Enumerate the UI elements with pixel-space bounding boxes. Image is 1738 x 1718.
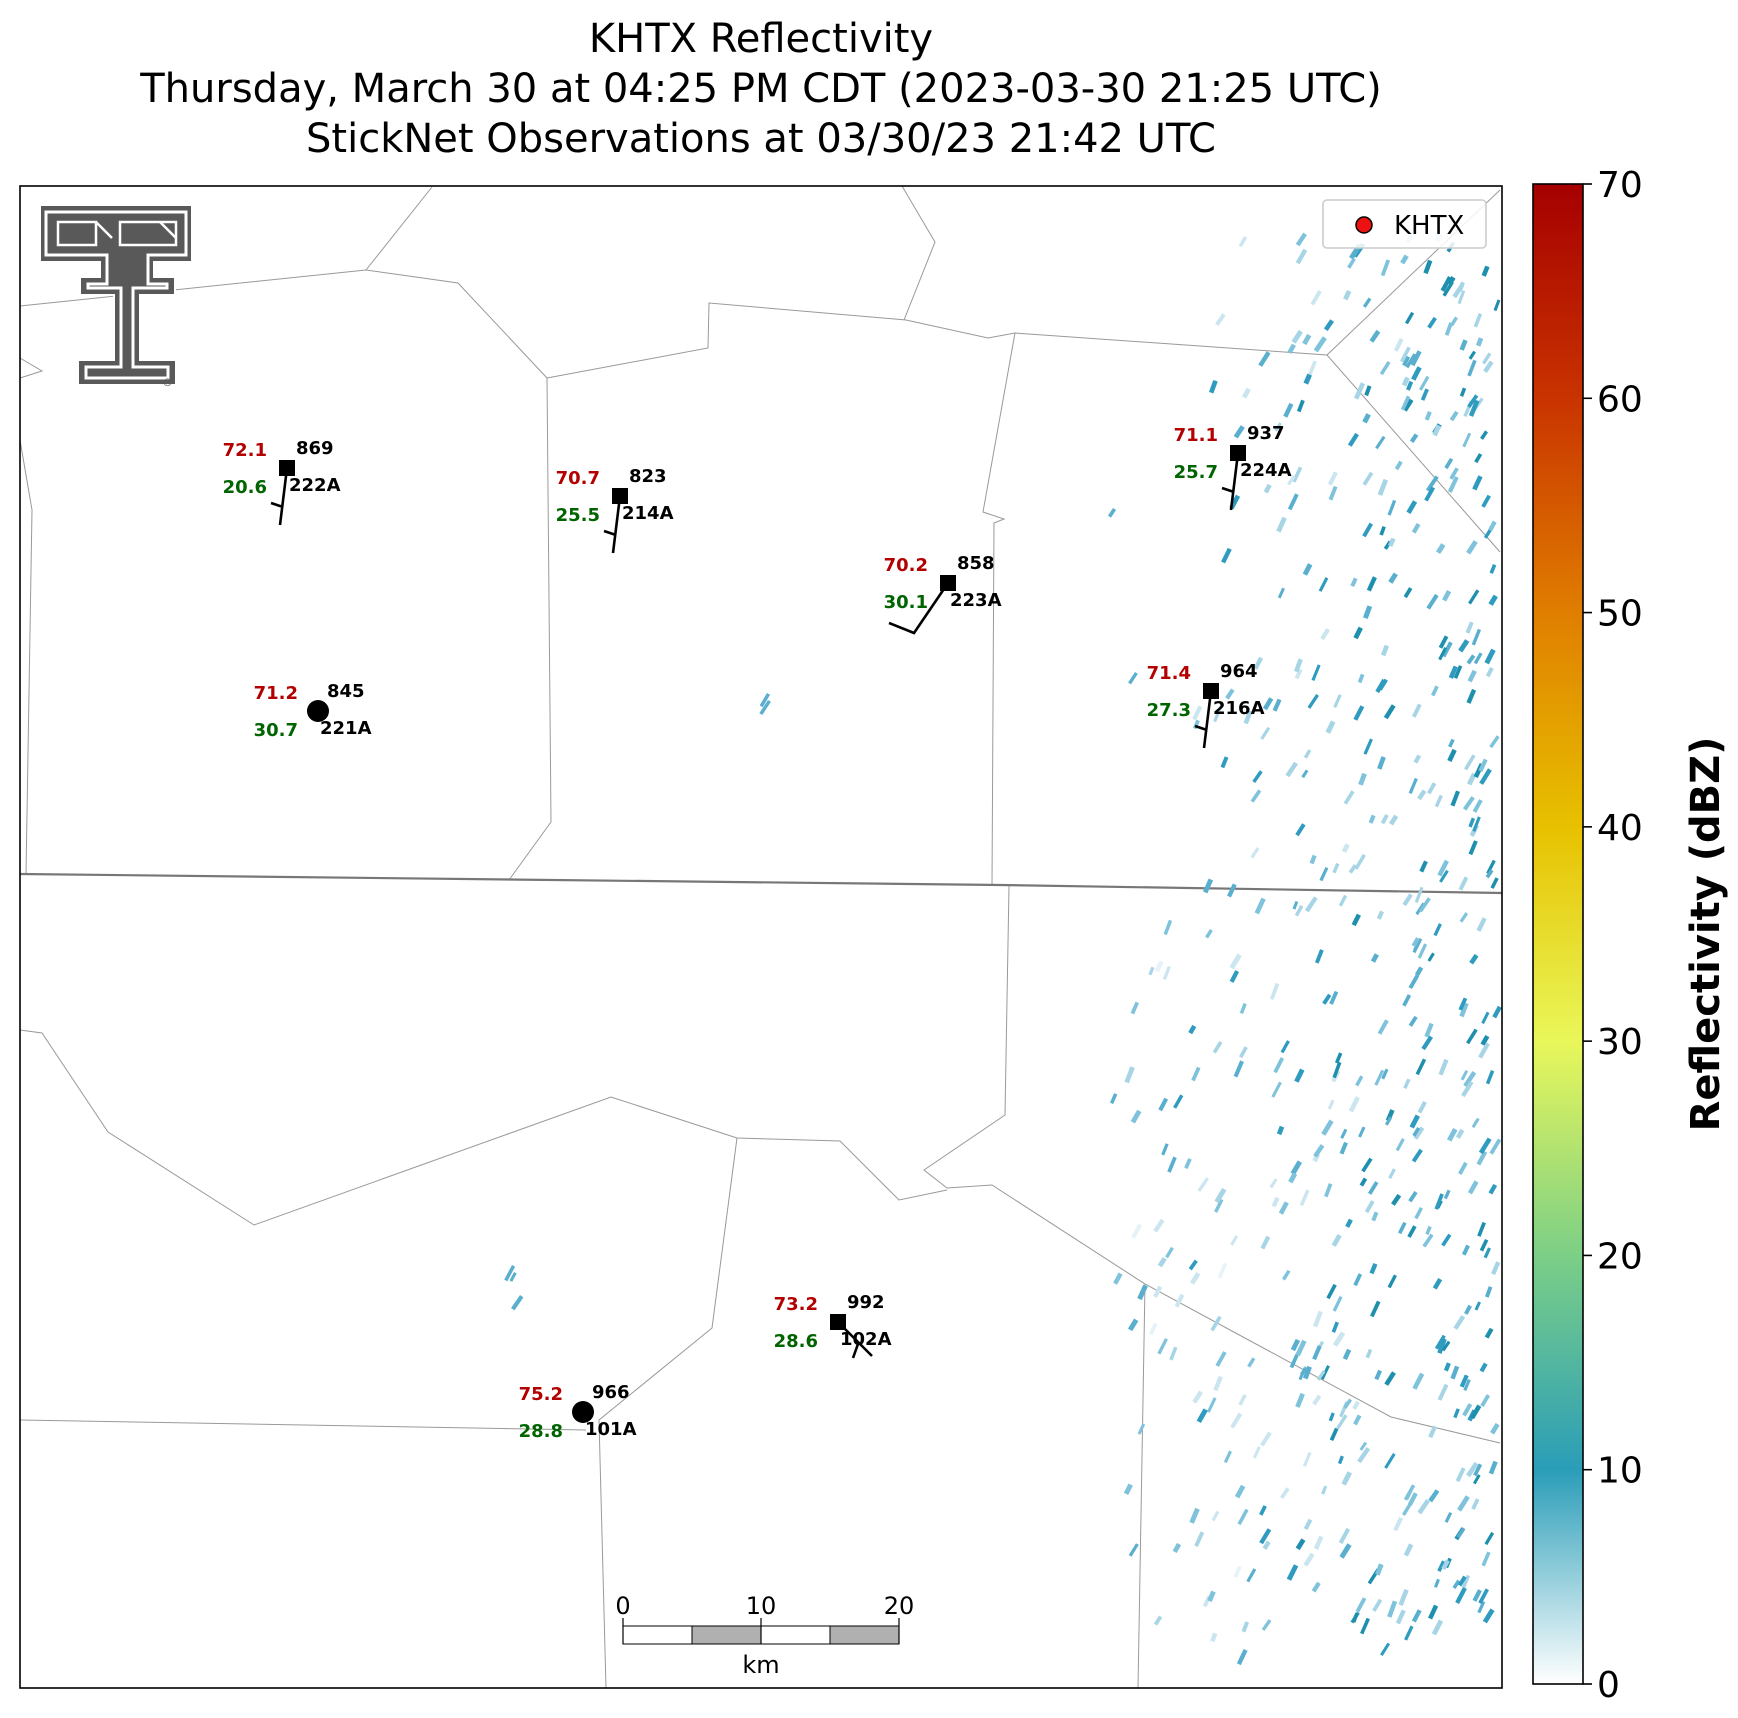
- station-temperature: 70.7: [556, 468, 600, 489]
- station-dewpoint: 20.6: [223, 477, 267, 498]
- station-pressure: 937: [1247, 423, 1285, 444]
- station-temperature: 75.2: [519, 1384, 563, 1405]
- colorbar-gradient: [1532, 183, 1584, 1685]
- legend: KHTX: [1322, 199, 1487, 249]
- station-circle-icon: [572, 1401, 594, 1423]
- scale-tick-20: 20: [884, 1592, 915, 1620]
- state-boundary: [19, 872, 1503, 895]
- legend-marker-icon: [1355, 216, 1373, 234]
- station-id: 222A: [289, 475, 341, 496]
- colorbar-ticks: 0 10 20 30 40 50 60 70: [1583, 165, 1643, 1706]
- station-square-icon: [830, 1314, 846, 1330]
- station-101A: 75.2 966 28.8 101A: [519, 1382, 637, 1442]
- colorbar-tick-70: 70: [1597, 165, 1643, 206]
- station-pressure: 869: [296, 438, 334, 459]
- colorbar-tick-60: 60: [1597, 379, 1643, 420]
- station-222A: 72.1 869 20.6 222A: [223, 438, 341, 526]
- texas-tech-double-t-logo: ®: [39, 204, 193, 389]
- colorbar-tick-0: 0: [1597, 1665, 1620, 1706]
- station-temperature: 70.2: [884, 555, 928, 576]
- station-dewpoint: 30.7: [254, 720, 298, 741]
- scale-tick-0: 0: [615, 1592, 630, 1620]
- station-temperature: 71.1: [1174, 425, 1218, 446]
- colorbar-label: Reflectivity (dBZ): [1683, 737, 1729, 1132]
- station-id: 216A: [1213, 698, 1265, 719]
- station-temperature: 71.4: [1147, 663, 1191, 684]
- station-pressure: 858: [957, 553, 995, 574]
- scale-unit: km: [742, 1651, 779, 1679]
- station-square-icon: [279, 460, 295, 476]
- station-id: 221A: [320, 718, 372, 739]
- station-temperature: 72.1: [223, 440, 267, 461]
- station-dewpoint: 27.3: [1147, 700, 1191, 721]
- colorbar-tick-10: 10: [1597, 1451, 1643, 1492]
- station-id: 102A: [840, 1329, 892, 1350]
- station-id: 101A: [585, 1419, 637, 1440]
- scale-bar: 0 10 20 km: [615, 1592, 914, 1679]
- station-square-icon: [1203, 683, 1219, 699]
- station-224A: 71.1 937 25.7 224A: [1174, 423, 1292, 511]
- station-dewpoint: 28.6: [774, 1331, 818, 1352]
- station-dewpoint: 28.8: [519, 1421, 563, 1442]
- wind-barb-icon: [1194, 690, 1213, 749]
- title-line-3: StickNet Observations at 03/30/23 21:42 …: [306, 116, 1216, 162]
- scale-tick-10: 10: [746, 1592, 777, 1620]
- wind-barb-icon: [888, 582, 950, 635]
- station-223A: 70.2 858 30.1 223A: [884, 553, 1002, 635]
- colorbar-tick-20: 20: [1597, 1236, 1643, 1277]
- station-id: 214A: [622, 503, 674, 524]
- wind-barb-icon: [270, 467, 289, 526]
- station-pressure: 823: [629, 466, 667, 487]
- registered-mark: ®: [162, 376, 173, 389]
- legend-label: KHTX: [1394, 211, 1464, 241]
- wind-barb-icon: [603, 495, 622, 554]
- station-id: 224A: [1240, 460, 1292, 481]
- station-216A: 71.4 964 27.3 216A: [1147, 661, 1265, 749]
- station-id: 223A: [950, 590, 1002, 611]
- station-pressure: 964: [1220, 661, 1258, 682]
- station-square-icon: [940, 575, 956, 591]
- map-frame: [19, 185, 1503, 1689]
- station-221A: 71.2 845 30.7 221A: [254, 681, 372, 741]
- station-square-icon: [1230, 445, 1246, 461]
- station-plots: 72.1 869 20.6 222A 70.7 823 25.5 214A 70.2 858 30.…: [223, 423, 1292, 1442]
- colorbar-tick-50: 50: [1597, 594, 1643, 635]
- figure-title: KHTX Reflectivity Thursday, March 30 at …: [0, 14, 1522, 164]
- title-line-2: Thursday, March 30 at 04:25 PM CDT (2023…: [140, 66, 1382, 112]
- colorbar-tick-40: 40: [1597, 808, 1643, 849]
- station-102A: 73.2 992 28.6 102A: [774, 1292, 892, 1359]
- station-dewpoint: 25.5: [556, 505, 600, 526]
- station-pressure: 992: [847, 1292, 885, 1313]
- station-pressure: 845: [327, 681, 365, 702]
- colorbar-tick-30: 30: [1597, 1022, 1643, 1063]
- station-dewpoint: 25.7: [1174, 462, 1218, 483]
- station-dewpoint: 30.1: [884, 592, 928, 613]
- station-pressure: 966: [592, 1382, 630, 1403]
- station-temperature: 71.2: [254, 683, 298, 704]
- station-square-icon: [612, 488, 628, 504]
- station-214A: 70.7 823 25.5 214A: [556, 466, 674, 554]
- station-temperature: 73.2: [774, 1294, 818, 1315]
- title-line-1: KHTX Reflectivity: [588, 16, 934, 62]
- wind-barb-icon: [1221, 452, 1240, 511]
- radar-reflectivity: [504, 232, 1502, 1666]
- station-circle-icon: [307, 700, 329, 722]
